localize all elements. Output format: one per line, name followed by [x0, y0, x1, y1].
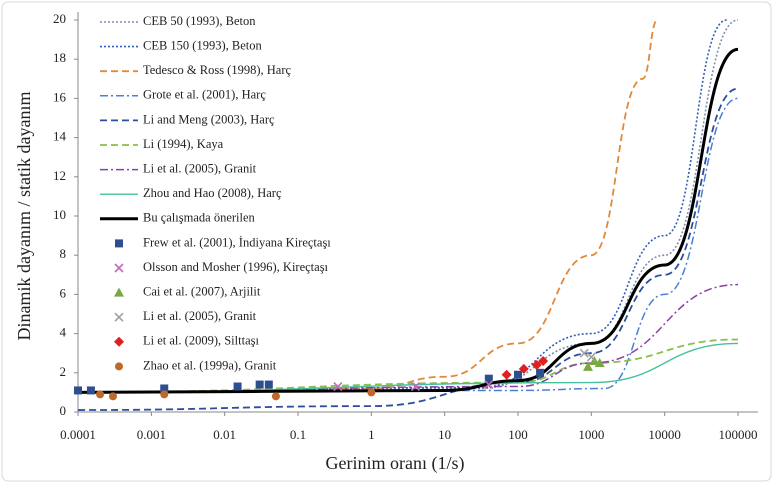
data-point: [501, 369, 512, 380]
series-line: [77, 283, 739, 394]
data-point: [86, 386, 95, 395]
legend-label: Zhao et al. (1999a), Granit: [143, 358, 277, 372]
data-point: [74, 386, 82, 395]
legend-swatch: [114, 287, 124, 297]
y-tick-label: 10: [53, 207, 66, 222]
data-point: [582, 361, 593, 371]
y-tick-label: 2: [60, 364, 67, 379]
data-point: [594, 358, 605, 367]
y-tick-label: 8: [60, 246, 67, 261]
data-point: [160, 384, 169, 393]
legend-label: CEB 150 (1993), Beton: [143, 38, 262, 52]
legend-label: Tedesco & Ross (1998), Harç: [143, 63, 291, 77]
legend-label: Grote et al. (2001), Harç: [143, 88, 266, 102]
legend-swatch: [114, 336, 124, 347]
y-tick-label: 4: [60, 325, 67, 340]
y-tick-label: 14: [53, 129, 67, 144]
x-tick-label: 10: [438, 427, 451, 442]
x-tick-label: 0.1: [290, 427, 306, 442]
data-point: [271, 392, 280, 401]
data-point: [514, 370, 522, 379]
legend-label: Bu çalışmada önerilen: [143, 211, 256, 225]
data-point: [579, 348, 589, 358]
data-point: [160, 390, 169, 399]
y-tick-label: 18: [53, 50, 66, 65]
data-point: [536, 368, 545, 377]
data-point: [333, 381, 343, 392]
x-axis-title: Gerinim oranı (1/s): [326, 453, 465, 474]
data-point: [96, 390, 105, 399]
legend-swatch: [115, 362, 123, 371]
legend-swatch: [114, 263, 124, 273]
y-tick-label: 12: [53, 168, 66, 183]
data-point: [410, 381, 421, 392]
legend-label: Li and Meng (2003), Harç: [143, 112, 275, 126]
legend-swatch: [114, 312, 124, 322]
x-tick-label: 100: [508, 427, 528, 442]
legend-label: CEB 50 (1993), Beton: [143, 14, 256, 28]
legend-label: Li et al. (2005), Granit: [143, 309, 257, 323]
data-point: [367, 388, 376, 397]
x-tick-label: 1: [368, 427, 375, 442]
legend-swatch: [115, 239, 123, 248]
x-tick-label: 100000: [719, 427, 758, 442]
data-point: [233, 382, 242, 391]
x-tick-label: 0.0001: [60, 427, 96, 442]
x-tick-label: 1000: [578, 427, 604, 442]
data-point: [484, 379, 494, 390]
legend-label: Frew et al. (2001), İndiyana Kireçtaşı: [143, 235, 331, 249]
x-tick-label: 0.001: [137, 427, 166, 442]
data-point: [484, 374, 493, 383]
legend-label: Li et al. (2005), Granit: [143, 161, 257, 175]
data-point: [518, 363, 529, 374]
x-tick-label: 0.01: [213, 427, 236, 442]
data-point: [255, 380, 264, 389]
x-tick-label: 10000: [648, 427, 681, 442]
data-point: [586, 352, 596, 362]
y-tick-label: 16: [53, 89, 67, 104]
legend-label: Cai et al. (2007), Arjilit: [143, 284, 261, 298]
data-point: [264, 380, 273, 389]
y-tick-label: 0: [60, 403, 67, 418]
series-line: [77, 19, 727, 394]
legend-label: Olsson and Mosher (1996), Kireçtaşı: [143, 260, 329, 274]
legend-label: Li et al. (2009), Silttaşı: [143, 334, 259, 348]
y-axis-title: Dinamik dayanım / statik dayanım: [14, 92, 34, 341]
y-tick-label: 6: [60, 285, 67, 300]
series-line: [77, 47, 739, 394]
data-point: [538, 356, 549, 367]
legend-label: Zhou and Hao (2008), Harç: [143, 186, 282, 200]
data-point: [531, 359, 542, 370]
data-point: [108, 392, 117, 401]
series-line: [77, 87, 739, 411]
legend-label: Li (1994), Kaya: [143, 137, 224, 151]
y-tick-label: 20: [53, 11, 66, 26]
